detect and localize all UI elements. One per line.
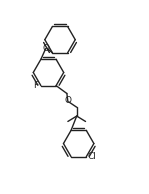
Text: F: F <box>33 81 38 90</box>
Text: O: O <box>64 96 71 105</box>
Text: O: O <box>43 43 50 53</box>
Text: Cl: Cl <box>87 152 96 161</box>
